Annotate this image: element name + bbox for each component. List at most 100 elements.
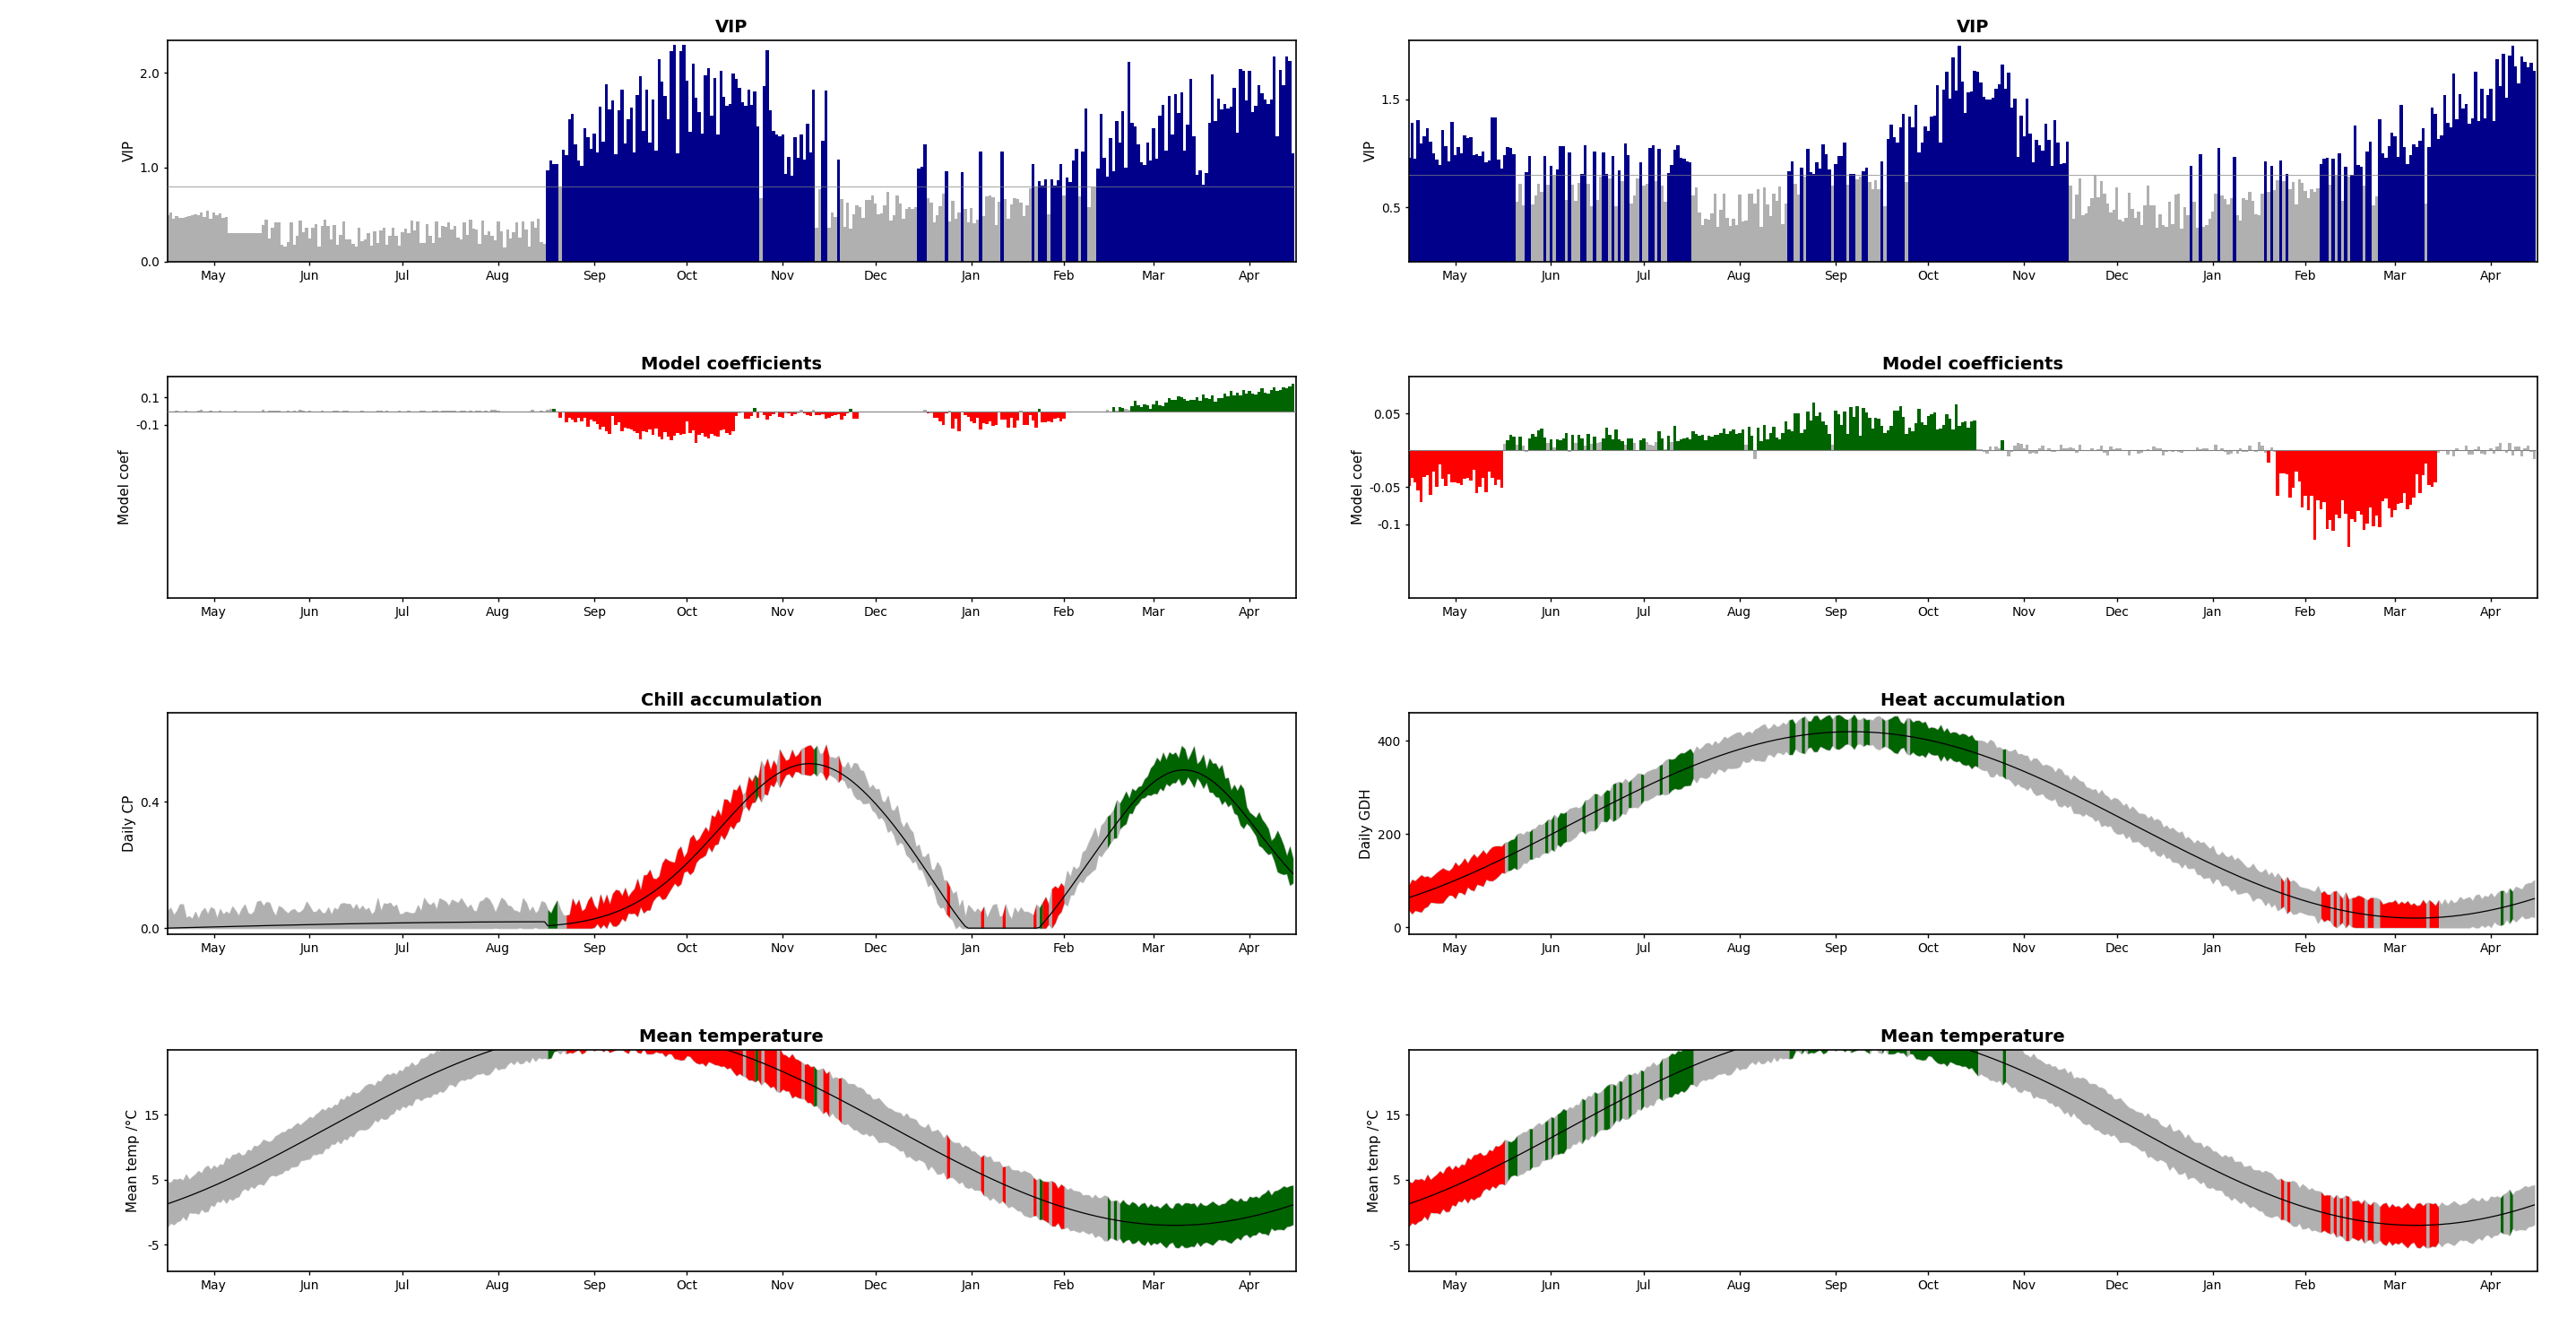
Bar [541, 243, 544, 262]
Bar [355, 247, 358, 262]
Bar [1069, 182, 1072, 262]
Bar [1185, 124, 1190, 262]
Bar [734, 79, 737, 262]
Bar [943, 411, 945, 426]
Bar [1224, 394, 1226, 411]
Bar [1136, 405, 1139, 411]
Bar [1167, 398, 1170, 411]
Bar [2161, 450, 2164, 455]
Y-axis label: Mean temp /°C: Mean temp /°C [1368, 1108, 1381, 1212]
Bar [1553, 447, 1556, 450]
Bar [1041, 186, 1043, 262]
Bar [1025, 206, 1028, 262]
Bar [837, 411, 840, 414]
Bar [611, 101, 613, 262]
Bar [603, 411, 605, 426]
Bar [2331, 450, 2334, 531]
Bar [933, 223, 935, 262]
Bar [1710, 214, 1713, 262]
Bar [2040, 446, 2045, 450]
Bar [1953, 430, 1955, 450]
Bar [994, 411, 997, 425]
Bar [263, 224, 265, 262]
Bar [2154, 446, 2156, 450]
Bar [737, 88, 742, 262]
Bar [2102, 450, 2107, 453]
Bar [1206, 398, 1208, 411]
Bar [1427, 128, 1430, 262]
Bar [1255, 105, 1257, 262]
Bar [2295, 450, 2298, 471]
Bar [1569, 450, 1571, 451]
Bar [489, 236, 495, 262]
Bar [1190, 79, 1193, 262]
Bar [2463, 108, 2465, 262]
Bar [1868, 183, 1870, 262]
Bar [1084, 108, 1087, 262]
Bar [2339, 154, 2342, 262]
Bar [737, 411, 742, 413]
Bar [1010, 411, 1012, 418]
Bar [1968, 429, 1971, 450]
Bar [2391, 450, 2393, 518]
Bar [1182, 399, 1185, 411]
Bar [1955, 91, 1958, 262]
Bar [402, 411, 404, 413]
Bar [1118, 407, 1121, 411]
Bar [1435, 450, 1437, 487]
Bar [1569, 152, 1571, 262]
Bar [1535, 195, 1538, 262]
Bar [1837, 156, 1839, 262]
Bar [1808, 421, 1814, 450]
Bar [1677, 441, 1680, 450]
Bar [2372, 206, 2375, 262]
Bar [2231, 199, 2233, 262]
Bar [1566, 433, 1569, 450]
Bar [1133, 400, 1136, 411]
Bar [2524, 61, 2527, 262]
Bar [2488, 89, 2494, 262]
Y-axis label: Mean temp /°C: Mean temp /°C [126, 1108, 139, 1212]
Bar [1056, 180, 1059, 262]
Bar [273, 223, 278, 262]
Title: Mean temperature: Mean temperature [1880, 1029, 2066, 1045]
Bar [2354, 125, 2357, 262]
Bar [927, 198, 930, 262]
Bar [1628, 155, 1631, 262]
Bar [1844, 143, 1847, 262]
Bar [2223, 199, 2226, 262]
Bar [2205, 449, 2208, 450]
Bar [1538, 184, 1540, 262]
Bar [992, 198, 994, 262]
Bar [2372, 450, 2375, 527]
Bar [2481, 450, 2483, 454]
Bar [1883, 433, 1886, 450]
Bar [1198, 171, 1200, 262]
Bar [783, 175, 788, 262]
Bar [1875, 180, 1878, 262]
Bar [451, 230, 453, 262]
Bar [2329, 450, 2331, 521]
Bar [330, 239, 332, 262]
Bar [577, 160, 580, 262]
Bar [1700, 226, 1705, 262]
Bar [1535, 437, 1538, 450]
Bar [948, 222, 951, 262]
Bar [1043, 411, 1046, 422]
Bar [528, 247, 531, 262]
Bar [850, 228, 853, 262]
Bar [1705, 219, 1708, 262]
Bar [1244, 100, 1247, 262]
Bar [2496, 59, 2499, 262]
Bar [1880, 162, 1883, 262]
Bar [1855, 179, 1860, 262]
Bar [1680, 439, 1682, 450]
Bar [1685, 162, 1690, 262]
Bar [623, 411, 626, 427]
Bar [860, 218, 866, 262]
Bar [778, 411, 781, 417]
Bar [1899, 127, 1901, 262]
Bar [920, 167, 922, 262]
Bar [1239, 395, 1242, 411]
Bar [2530, 450, 2532, 453]
